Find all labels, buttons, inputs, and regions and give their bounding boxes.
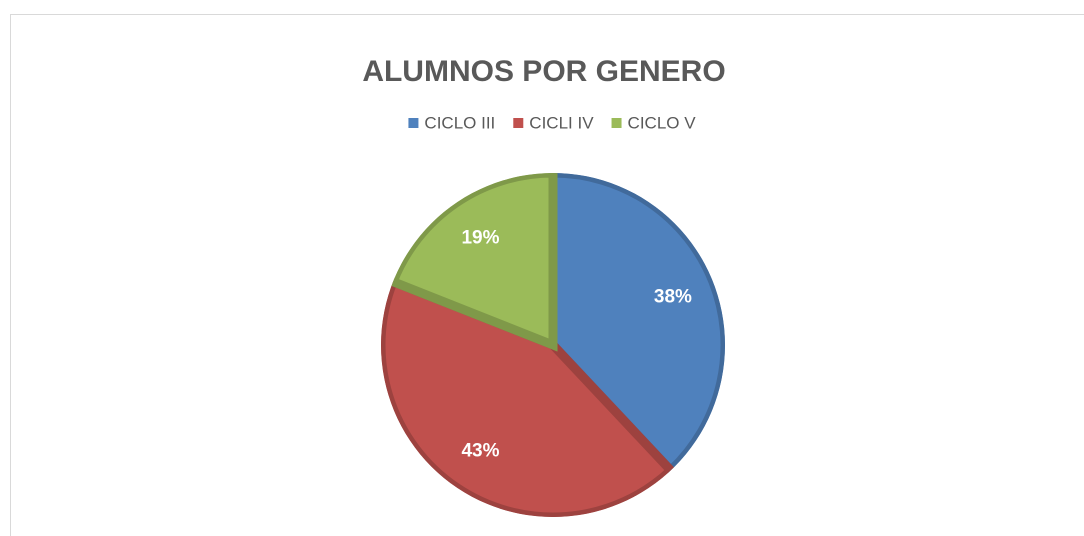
data-label: 19% <box>461 227 499 248</box>
legend-item: CICLO V <box>611 113 697 132</box>
legend-label: CICLO III <box>424 113 495 132</box>
pie-slice <box>387 173 558 352</box>
legend-label: CICLI IV <box>529 113 594 132</box>
legend-item: CICLO III <box>408 113 495 132</box>
data-label: 43% <box>461 441 499 462</box>
chart-title: ALUMNOS POR GENERO <box>362 55 725 88</box>
legend-swatch <box>611 118 622 128</box>
data-label: 38% <box>654 287 692 308</box>
legend-label: CICLO V <box>628 113 697 132</box>
pie-slice <box>381 275 678 517</box>
legend-swatch <box>513 118 524 128</box>
legend-swatch <box>408 118 419 128</box>
legend-item: CICLI IV <box>513 113 594 132</box>
